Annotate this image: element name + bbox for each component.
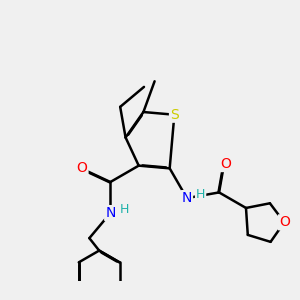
Text: N: N [182,191,192,205]
Text: S: S [170,108,179,122]
Text: O: O [220,157,231,171]
Text: O: O [279,215,290,229]
Text: H: H [119,203,129,216]
Text: H: H [196,188,205,201]
Text: O: O [76,161,88,175]
Text: N: N [105,206,116,220]
